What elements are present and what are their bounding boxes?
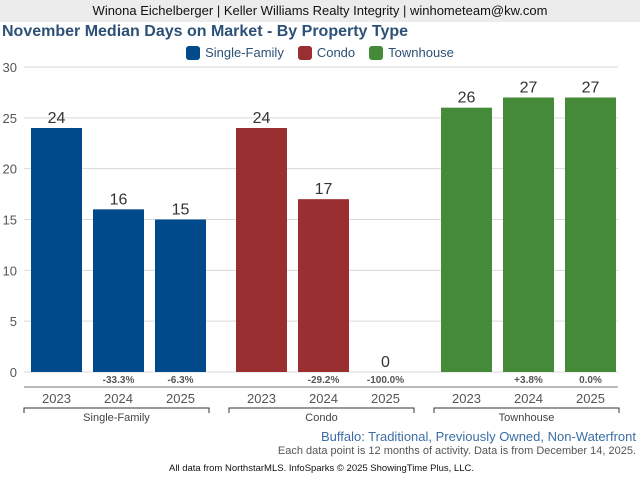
legend: Single-Family Condo Townhouse — [0, 45, 640, 60]
legend-item-single-family[interactable]: Single-Family — [186, 45, 284, 60]
bar — [31, 128, 82, 372]
group-bracket — [228, 407, 415, 413]
x-tick-label: 2024 — [514, 391, 543, 406]
bar-value-label: 27 — [582, 80, 600, 97]
y-tick-label: 0 — [10, 365, 17, 380]
group-label: Single-Family — [83, 412, 150, 424]
legend-label: Townhouse — [388, 45, 454, 60]
bar — [441, 107, 492, 373]
bar-value-label: 27 — [520, 80, 538, 97]
group-bracket — [23, 407, 210, 413]
x-tick-label: 2023 — [247, 391, 276, 406]
change-label: -33.3% — [103, 375, 135, 386]
bar-value-label: 15 — [172, 202, 190, 219]
credit-line: All data from NorthstarMLS. InfoSparks ©… — [169, 463, 474, 474]
bar-value-label: 16 — [110, 191, 128, 208]
agent-info-text: Winona Eichelberger | Keller Williams Re… — [92, 3, 548, 18]
y-tick-label: 15 — [3, 213, 17, 228]
change-label: +3.8% — [514, 375, 543, 386]
bar-value-label: 0 — [381, 354, 390, 371]
change-label: -29.2% — [308, 375, 340, 386]
group-label: Townhouse — [499, 412, 555, 424]
bar — [503, 97, 554, 372]
change-label: -100.0% — [367, 375, 404, 386]
y-tick-label: 5 — [10, 314, 17, 329]
x-tick-label: 2025 — [576, 391, 605, 406]
bar — [298, 199, 349, 372]
legend-swatch-condo — [297, 45, 312, 60]
chart-subtitle: Buffalo: Traditional, Previously Owned, … — [320, 429, 636, 444]
bar — [155, 219, 206, 372]
legend-swatch-townhouse — [369, 45, 384, 60]
agent-info-bar: Winona Eichelberger | Keller Williams Re… — [0, 0, 640, 22]
y-tick-label: 25 — [3, 111, 17, 126]
x-tick-label: 2024 — [104, 391, 133, 406]
x-tick-label: 2023 — [452, 391, 481, 406]
x-tick-label: 2025 — [371, 391, 400, 406]
group-label: Condo — [305, 412, 337, 424]
x-tick-label: 2025 — [166, 391, 195, 406]
legend-label: Single-Family — [205, 45, 284, 60]
legend-label: Condo — [316, 45, 356, 60]
legend-item-condo[interactable]: Condo — [297, 45, 356, 60]
x-tick-label: 2024 — [309, 391, 338, 406]
bar — [93, 209, 144, 372]
bar-value-label: 24 — [48, 110, 66, 127]
y-tick-label: 10 — [3, 263, 17, 278]
x-tick-label: 2023 — [42, 391, 71, 406]
y-tick-label: 20 — [3, 162, 17, 177]
bar-value-label: 17 — [315, 181, 333, 198]
bar — [236, 128, 287, 372]
change-label: -6.3% — [167, 375, 193, 386]
change-label: 0.0% — [579, 375, 602, 386]
data-note: Each data point is 12 months of activity… — [277, 445, 636, 457]
bar-value-label: 24 — [253, 110, 271, 127]
y-tick-label: 30 — [3, 60, 17, 75]
bar — [565, 97, 616, 372]
bar-value-label: 26 — [458, 90, 476, 107]
chart-title: November Median Days on Market - By Prop… — [2, 23, 409, 40]
legend-item-townhouse[interactable]: Townhouse — [369, 45, 454, 60]
group-bracket — [433, 407, 620, 413]
legend-swatch-single-family — [186, 45, 201, 60]
